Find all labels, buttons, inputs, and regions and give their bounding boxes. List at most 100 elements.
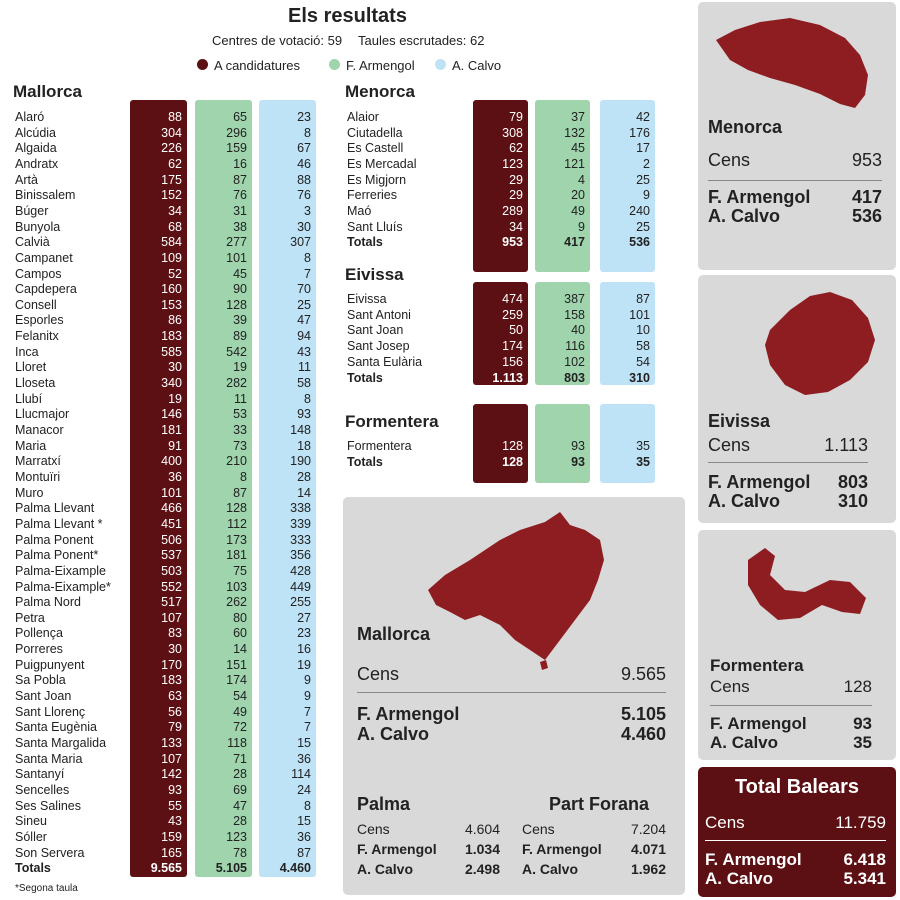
- cell: 474: [502, 292, 523, 306]
- cell: 158: [564, 307, 585, 322]
- cell: 93: [297, 407, 311, 422]
- cell: 340: [161, 376, 182, 391]
- cell: 8: [304, 798, 311, 813]
- cell: 146: [161, 407, 182, 422]
- summary-value: 11.759: [835, 813, 886, 832]
- row-label: Totals: [347, 235, 383, 250]
- summary-value: 128: [843, 677, 872, 696]
- row-label: Alcúdia: [15, 125, 56, 140]
- row-label: Es Mercadal: [347, 156, 417, 171]
- summary-label: Cens: [710, 677, 750, 696]
- row-label: Muro: [15, 485, 44, 500]
- cell: 101: [161, 485, 182, 500]
- cell: 46: [297, 156, 311, 171]
- cell: 43: [168, 814, 182, 829]
- cell: 282: [226, 376, 247, 391]
- cell: 47: [297, 313, 311, 328]
- stat: Taules escrutades: 62: [358, 33, 485, 48]
- summary-label: F. Armengol: [357, 704, 460, 724]
- cell: 19: [233, 360, 247, 375]
- cell: 37: [571, 110, 585, 124]
- row-label: Es Migjorn: [347, 172, 407, 187]
- map-eivissa: [765, 292, 875, 395]
- cell: 30: [168, 642, 182, 657]
- cell: 76: [297, 188, 311, 203]
- summary-value: 310: [837, 491, 868, 511]
- row-label: Santanyí: [15, 767, 65, 782]
- cell: 87: [233, 172, 247, 187]
- row-label: Palma Llevant *: [15, 516, 103, 531]
- cell: 121: [564, 156, 585, 171]
- summary-title: Mallorca: [357, 624, 431, 644]
- cell: 34: [509, 219, 523, 234]
- cell: 23: [297, 626, 311, 641]
- divider: [705, 840, 886, 841]
- row-label: Ferreries: [347, 188, 398, 203]
- cell: 93: [168, 782, 182, 797]
- divider: [708, 180, 882, 181]
- cell: 63: [168, 689, 182, 704]
- divider: [708, 462, 868, 463]
- cell: 174: [502, 339, 523, 354]
- cell: 36: [297, 829, 311, 844]
- cell: 65: [233, 110, 247, 124]
- row-label: Palma Llevant: [15, 501, 95, 516]
- cell: 103: [226, 579, 247, 594]
- map-mallorca: [428, 512, 604, 670]
- cell: 62: [509, 141, 523, 156]
- row-label: Campos: [15, 266, 62, 281]
- row-label: Inca: [15, 344, 39, 359]
- cell: 87: [636, 292, 650, 306]
- cell: 123: [502, 156, 523, 171]
- cell: 159: [226, 141, 247, 156]
- cell: 307: [290, 235, 311, 250]
- cell: 54: [233, 689, 247, 704]
- row-label: Felanitx: [15, 329, 59, 344]
- cell: 102: [564, 354, 585, 369]
- summary-label: A. Calvo: [705, 869, 774, 888]
- row-label: Maria: [15, 438, 47, 453]
- cell: 83: [168, 626, 182, 641]
- cell: 11: [298, 360, 311, 375]
- cell: 151: [226, 657, 247, 672]
- cell: 9.565: [150, 861, 182, 876]
- cell: 49: [571, 203, 585, 218]
- cell: 45: [233, 266, 247, 281]
- legend-swatch: [435, 59, 446, 70]
- cell: 339: [290, 516, 311, 531]
- cell: 536: [629, 235, 650, 250]
- row-label: Capdepera: [15, 282, 77, 297]
- cell: 296: [226, 125, 247, 140]
- cell: 62: [168, 156, 182, 171]
- cell: 60: [233, 626, 247, 641]
- legend-label: F. Armengol: [346, 58, 415, 73]
- cell: 451: [161, 516, 182, 531]
- cell: 9: [304, 689, 311, 704]
- column-bg: [535, 100, 590, 272]
- cell: 35: [636, 439, 650, 453]
- row-label: Palma Ponent*: [15, 548, 99, 563]
- summary-label: A. Calvo: [357, 724, 430, 744]
- cell: 58: [297, 376, 311, 391]
- row-label: Palma-Eixample: [15, 563, 107, 578]
- cell: 17: [636, 141, 650, 156]
- summary-label: F. Armengol: [708, 472, 811, 492]
- cell: 356: [290, 548, 311, 563]
- cell: 128: [502, 455, 523, 469]
- cell: 289: [502, 203, 523, 218]
- cell: 8: [304, 125, 311, 140]
- cell: 2: [643, 156, 650, 171]
- row-label: Santa Maria: [15, 751, 83, 766]
- row-label: Manacor: [15, 423, 64, 437]
- row-label: Binissalem: [15, 188, 76, 203]
- cell: 14: [233, 642, 247, 657]
- cell: 1.113: [492, 370, 523, 385]
- column-bg: [473, 282, 528, 385]
- cell: 70: [297, 282, 311, 297]
- row-label: Lloseta: [15, 376, 56, 391]
- cell: 93: [571, 439, 585, 453]
- cell: 16: [233, 156, 247, 171]
- cell: 90: [233, 282, 247, 297]
- cell: 25: [636, 219, 650, 234]
- summary-value: 4.604: [464, 821, 500, 837]
